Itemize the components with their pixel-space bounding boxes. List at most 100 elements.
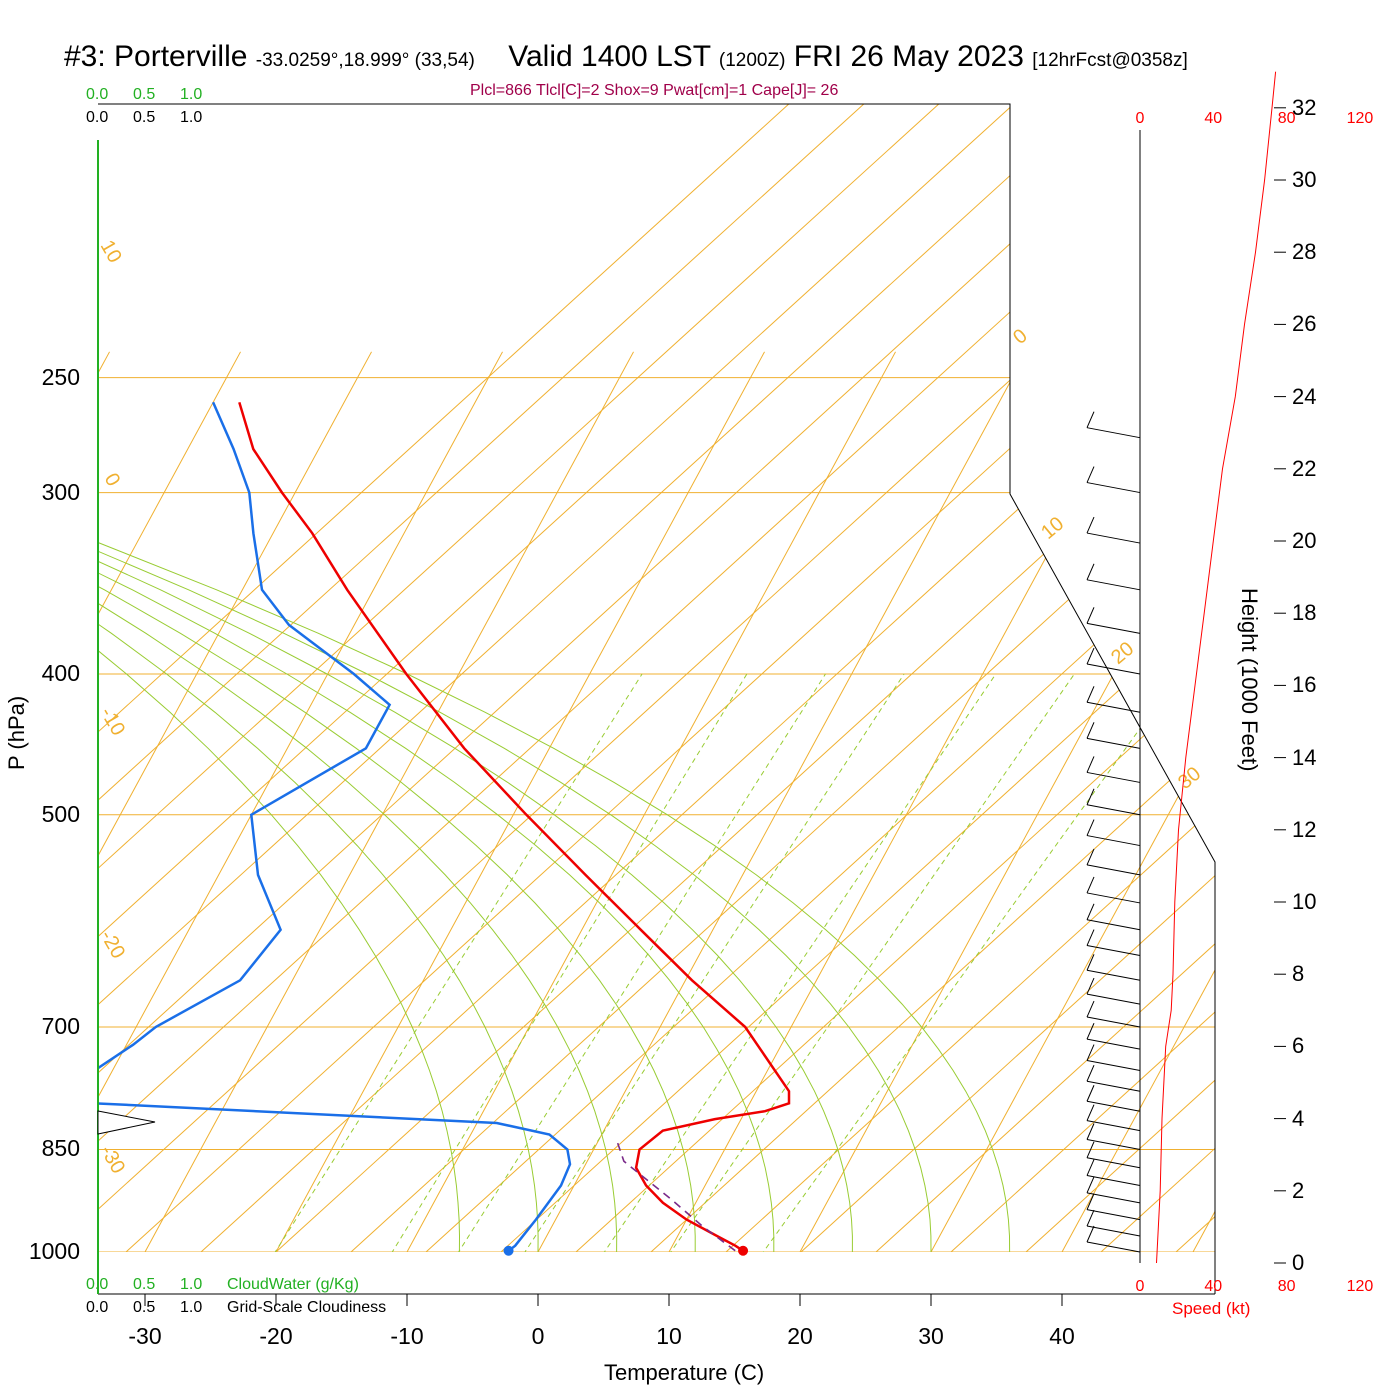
speed-tick-label: 120 xyxy=(1346,110,1374,127)
wind-barb-flag xyxy=(1086,607,1095,624)
frame-right xyxy=(98,103,1216,1294)
dry-adiabat-line xyxy=(1260,44,1400,1312)
dry-adiabat-line xyxy=(659,104,1215,1252)
height-tick-label: 2 xyxy=(1292,1177,1305,1203)
height-tick-label: 10 xyxy=(1292,889,1317,914)
wind-barb xyxy=(1086,1016,1141,1028)
wind-barb xyxy=(1086,993,1141,1005)
mixing-ratio-label: 3 xyxy=(497,1265,519,1285)
wind-barb-flag xyxy=(1086,954,1095,971)
wind-barb-flag xyxy=(1086,686,1095,703)
mixing-ratio-line xyxy=(734,673,1180,1252)
wind-barb xyxy=(1086,663,1141,675)
scale-tick: 1.0 xyxy=(180,109,203,126)
wind-barb-flag xyxy=(1086,1176,1095,1194)
mixing-ratio-line xyxy=(498,673,905,1252)
temperature-tick-label: -20 xyxy=(259,1323,293,1349)
wind-barb xyxy=(1086,1060,1141,1072)
dry-adiabat-line xyxy=(1034,104,1215,1252)
wind-barb xyxy=(1086,919,1141,931)
isotherm-line xyxy=(98,351,503,1252)
wind-barb-flag xyxy=(1086,1065,1095,1082)
wind-barb-flag xyxy=(1086,722,1095,739)
height-tick-label: 6 xyxy=(1292,1033,1305,1059)
pressure-tick-label: 700 xyxy=(41,1013,80,1040)
scale-tick: 0.5 xyxy=(133,1276,156,1293)
wind-barb xyxy=(1086,864,1141,876)
wind-barb xyxy=(1086,579,1141,591)
wind-barb-flag xyxy=(1086,903,1095,920)
dry-adiabat-line xyxy=(959,104,1215,1252)
mixing-ratio-label: 12 xyxy=(757,1256,785,1284)
wind-barb-flag xyxy=(1086,876,1095,894)
wind-barb xyxy=(1086,1157,1141,1169)
mixing-ratio-label: 20 xyxy=(862,1256,890,1284)
dry-adiabat-line xyxy=(98,104,1156,1252)
temperature-tick-label: 40 xyxy=(1049,1323,1075,1349)
wind-barb-flag xyxy=(1086,1000,1095,1018)
wind-barb xyxy=(1086,1080,1141,1092)
mixing-ratio-line xyxy=(432,673,826,1252)
isotherm-line xyxy=(258,351,765,1252)
wind-barb-flag xyxy=(1086,466,1095,483)
surface-dewpoint-dot xyxy=(503,1245,514,1256)
mixing-ratio-label: 5 xyxy=(587,1265,609,1285)
wind-barb xyxy=(1086,737,1141,749)
height-tick-label: 28 xyxy=(1292,239,1317,265)
dry-adiabat-line xyxy=(98,104,1215,1252)
top-cloudiness-scale: 0.0 0.5 1.0 xyxy=(86,109,227,127)
sounding-lines xyxy=(98,401,791,1252)
wind-barb xyxy=(1086,1241,1141,1253)
dry-adiabat-line xyxy=(809,104,1215,1252)
height-tick-label: 14 xyxy=(1292,744,1317,770)
moist-adiabat-line xyxy=(98,377,1011,1252)
scale-tick: 1.0 xyxy=(180,86,203,103)
isotherm-line xyxy=(1044,351,1215,1252)
scale-tick: 1.0 xyxy=(180,1299,203,1316)
station-name: #3: Porterville xyxy=(64,40,248,73)
isotherm-line xyxy=(520,351,1027,1252)
dry-adiabat-line xyxy=(98,104,931,1252)
wind-barb xyxy=(1086,1209,1141,1221)
dry-adiabat-line xyxy=(98,104,856,1252)
wind-barb-flag xyxy=(1086,647,1095,665)
wind-barb xyxy=(1086,1192,1141,1204)
speed-axis-label: Speed (kt) xyxy=(1172,1299,1251,1318)
temperature-tick-label: -10 xyxy=(390,1323,424,1349)
isotherm-label: 20 xyxy=(1107,638,1138,669)
wind-barb xyxy=(1086,835,1141,847)
scale-tick: 0.5 xyxy=(133,1299,156,1316)
dewpoint-line xyxy=(98,401,572,1252)
station-coords: -33.0259°,18.999° (33,54) xyxy=(255,50,475,71)
top-cloudwater-scale: 0.0 0.5 1.0 xyxy=(86,86,227,104)
pressure-tick-label: 400 xyxy=(41,660,80,687)
wind-barb-flag xyxy=(1086,1141,1095,1158)
wind-barb-flag xyxy=(1086,1123,1095,1140)
x-axis-label: Temperature (C) xyxy=(604,1360,765,1385)
forecast-info: [12hrFcst@0358z] xyxy=(1032,50,1188,71)
height-tick-label: 20 xyxy=(1292,528,1317,553)
moist-adiabat-line xyxy=(98,377,461,1252)
speed-tick-label: 80 xyxy=(1277,110,1296,127)
wind-barb xyxy=(1086,482,1141,494)
isotherm-label: 0 xyxy=(1009,325,1032,349)
isotherm-label: 0 xyxy=(100,470,125,491)
dry-adiabat-line xyxy=(98,104,1215,1252)
wind-barb xyxy=(1086,532,1141,544)
wind-barb xyxy=(1086,427,1141,439)
dry-adiabat-line xyxy=(98,104,1081,1252)
height-tick-label: 16 xyxy=(1292,672,1317,698)
speed-tick-label: 40 xyxy=(1204,110,1223,127)
cloudwater-label: CloudWater (g/Kg) xyxy=(227,1276,359,1293)
height-tick-label: 26 xyxy=(1292,311,1317,337)
dry-adiabat-line xyxy=(98,104,1215,1252)
wind-barb-flag xyxy=(1086,1044,1095,1061)
isotherm-label: 30 xyxy=(1174,763,1205,794)
bottom-cloudiness-scale: 0.0 0.5 1.0 Grid-Scale Cloudiness xyxy=(86,1299,386,1317)
height-tick-label: 24 xyxy=(1292,383,1317,409)
temperature-tick-label: 20 xyxy=(787,1323,813,1349)
wind-barb-flag xyxy=(1086,563,1095,581)
temperature-tick-label: 0 xyxy=(531,1323,545,1349)
dry-adiabat-line xyxy=(884,104,1215,1252)
wind-barb-flag xyxy=(1086,929,1095,946)
